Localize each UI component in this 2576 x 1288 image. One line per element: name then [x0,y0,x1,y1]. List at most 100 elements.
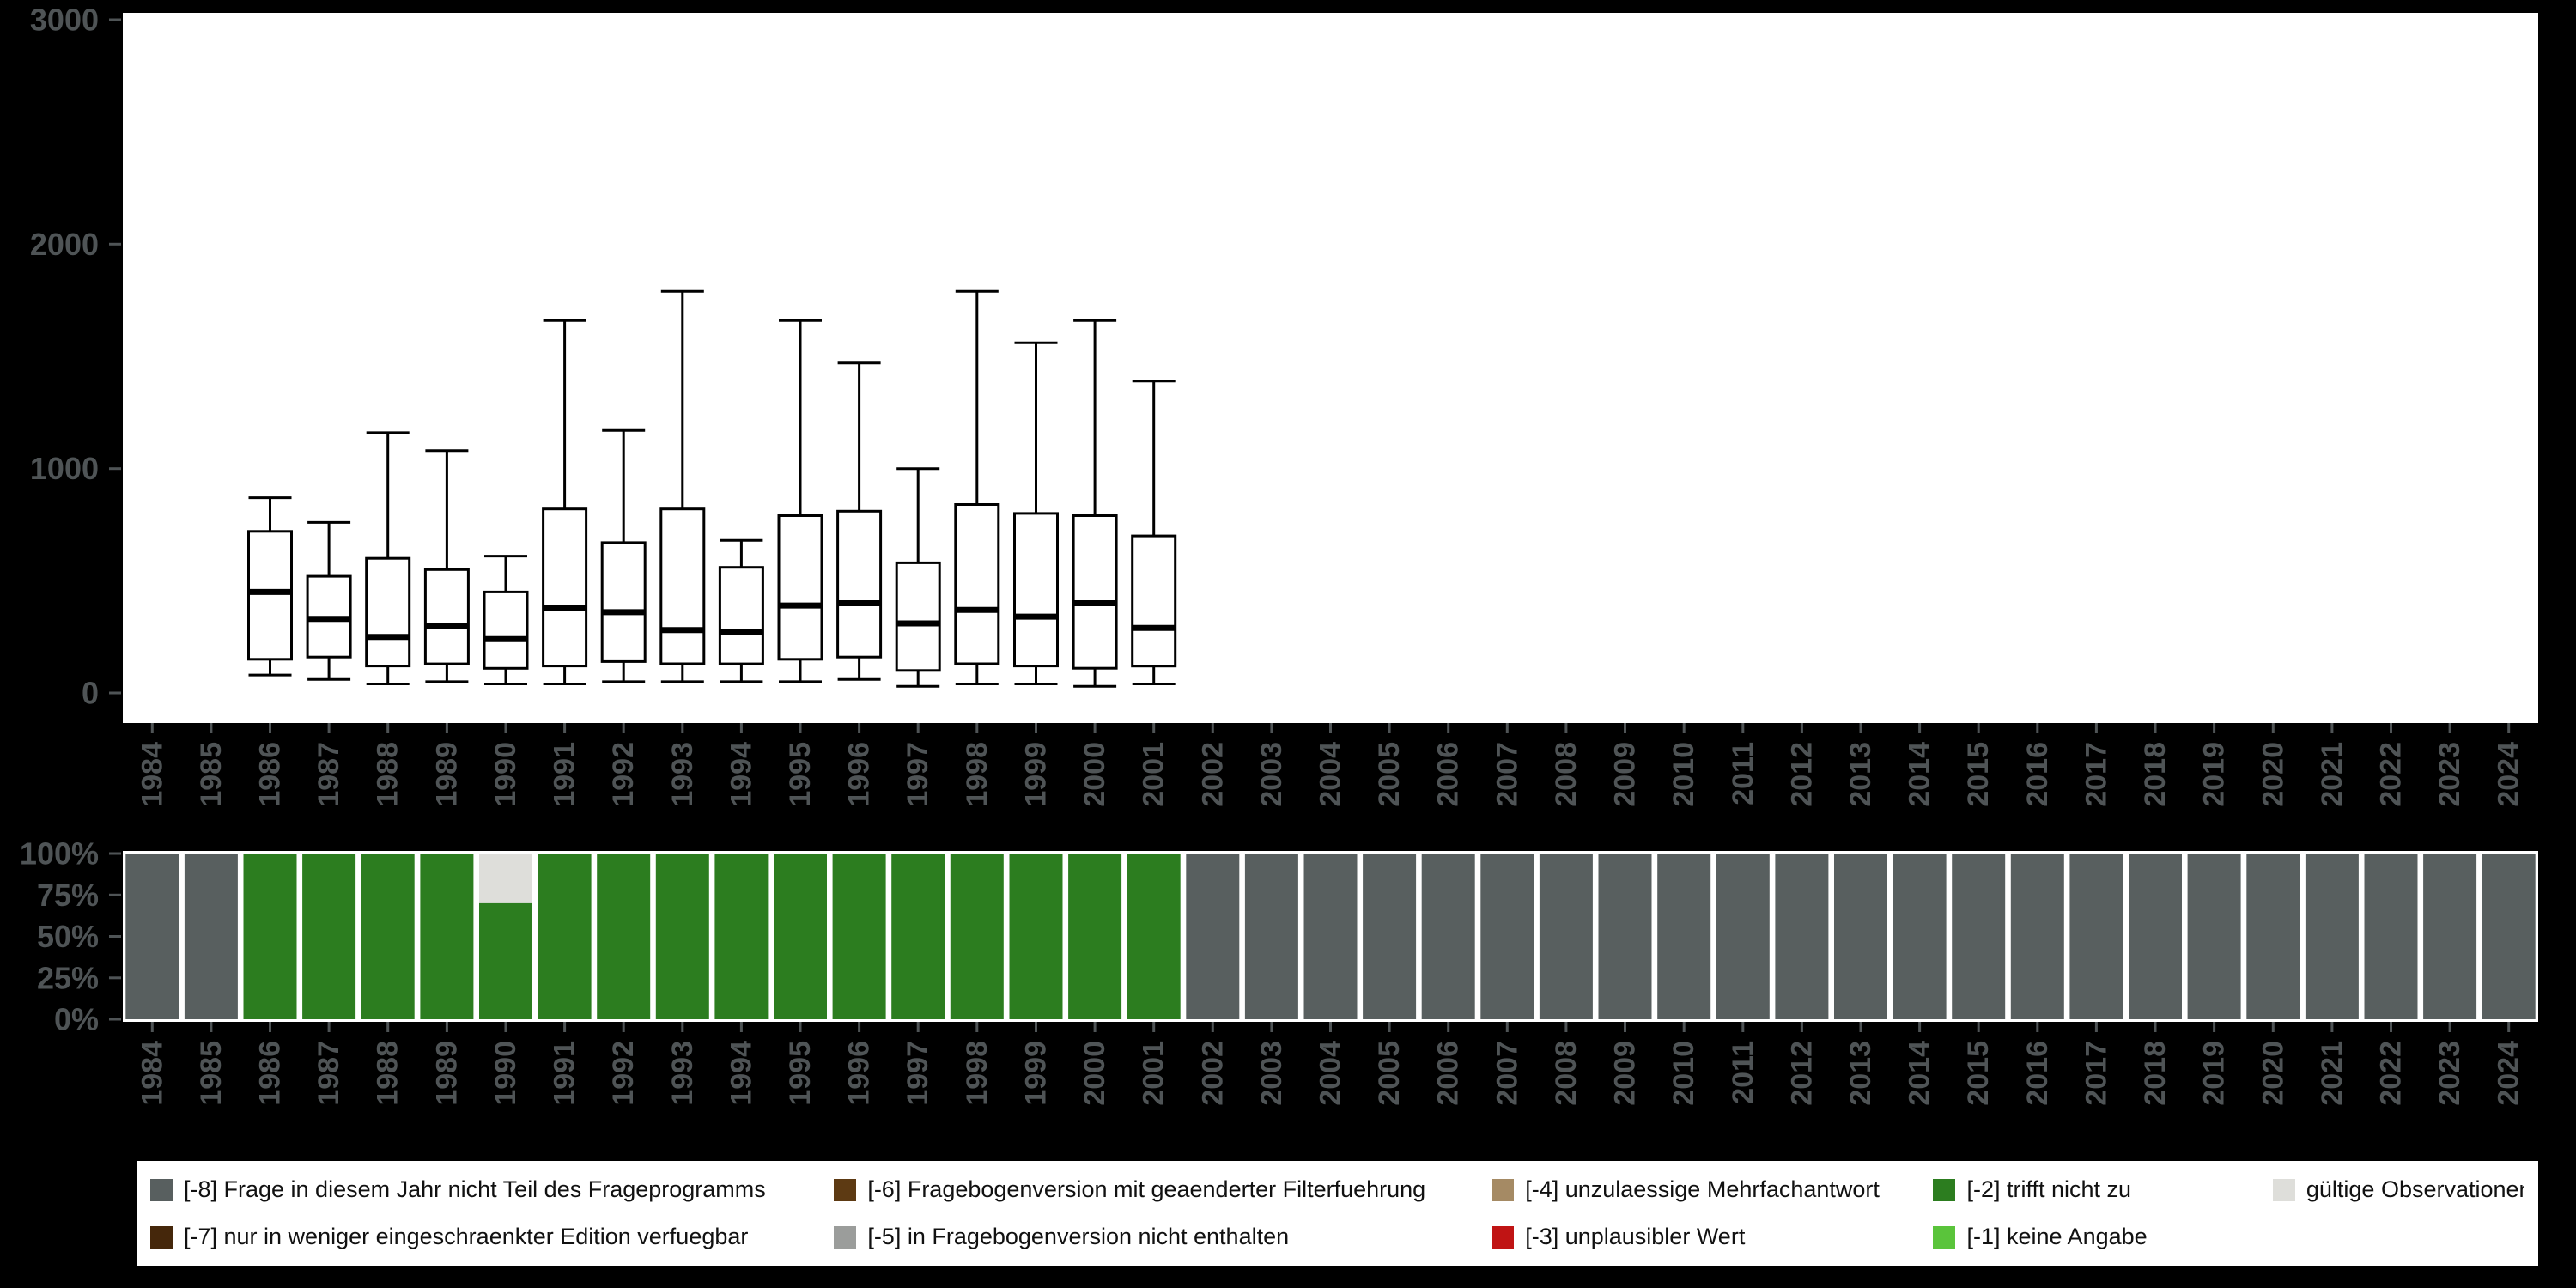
bar-2019 [2187,854,2241,1019]
bar-segment-m8 [2246,854,2300,1019]
bar-segment-m8 [2364,854,2418,1019]
percent-panel: 100% 75% 50% 25% 0% 1984 1985 1986 1987 1988 1989 1… [20,836,2538,1106]
boxplot-2000 [1072,319,1118,688]
legend-swatch-icon [150,1178,173,1201]
bar-segment-m8 [1186,854,1240,1019]
x-tick-label: 1990 [489,742,522,807]
y-tick-label: 100% [20,836,99,872]
x-tick-label: 2019 [2198,742,2231,807]
bar-segment-m8 [1363,854,1417,1019]
x-tick-label: 1992 [607,1041,640,1106]
x-tick-label: 1996 [843,742,876,807]
bar-segment-m2 [891,854,945,1019]
bar-1991 [538,854,592,1019]
y-tick-label: 0 [82,676,99,711]
legend-item-m6: [-6] Fragebogenversion mit geaenderter F… [834,1176,1492,1203]
bar-2012 [1775,854,1829,1019]
bar-segment-m8 [1775,854,1829,1019]
x-tick-label: 2015 [1962,742,1995,807]
y-tick-label: 3000 [30,3,99,38]
legend-swatch-icon [834,1225,857,1249]
boxplot-panel: 0 1000 2000 3000 1984 1985 1986 1987 1988 1989 199… [30,3,2538,807]
x-tick-label: 2016 [2021,742,2054,807]
bar-segment-m8 [2187,854,2241,1019]
boxplot-1994 [718,538,764,683]
x-tick-label: 2013 [1844,1041,1877,1106]
bar-segment-m8 [2010,854,2064,1019]
legend-item-m1: [-1] keine Angabe [1933,1224,2272,1250]
x-tick-label: 2012 [1785,742,1818,807]
bar-2004 [1303,854,1358,1019]
bar-1987 [302,854,356,1019]
bar-segment-m2 [1127,854,1181,1019]
x-tick-label: 2003 [1255,742,1288,807]
bar-2000 [1068,854,1122,1019]
bar-1990 [479,854,532,1019]
x-tick-label: 1993 [666,742,699,807]
bar-2011 [1716,854,1770,1019]
bar-2017 [2069,854,2123,1019]
x-tick-label: 2018 [2139,742,2172,807]
bar-segment-m2 [714,854,769,1019]
bar-segment-m8 [1716,854,1770,1019]
bar-2022 [2364,854,2418,1019]
x-tick-label: 1986 [254,742,287,807]
legend-label: [-5] in Fragebogenversion nicht enthalte… [867,1224,1290,1249]
bar-segment-m2 [1068,854,1122,1019]
x-tick-label: 2020 [2257,742,2289,807]
bar-2016 [2010,854,2064,1019]
legend-label: [-3] unplausibler Wert [1525,1224,1746,1249]
x-tick-label: 2009 [1609,1041,1642,1106]
bar-segment-m8 [1657,854,1711,1019]
legend-label: [-2] trifft nicht zu [1966,1176,2132,1202]
bar-2020 [2246,854,2300,1019]
legend-swatch-icon [1492,1178,1515,1201]
bar-segment-m8 [1834,854,1887,1019]
y-tick-label: 50% [37,919,99,954]
x-tick-label: 1988 [372,742,404,807]
x-tick-label: 1998 [961,1041,993,1106]
y-tick-label: 75% [37,878,99,913]
bar-segment-m2 [302,854,356,1019]
bar-segment-m8 [2129,854,2182,1019]
boxplot-1988 [365,431,411,685]
bar-2003 [1244,854,1298,1019]
bar-segment-m2 [420,854,474,1019]
x-tick-label: 2000 [1078,742,1111,807]
bar-2010 [1657,854,1711,1019]
x-tick-label: 2014 [1904,1041,1936,1106]
legend-swatch-icon [1933,1178,1956,1201]
bar-segment-m8 [184,854,238,1019]
bar-1998 [950,854,1004,1019]
bar-segment-m8 [1480,854,1534,1019]
bar-1999 [1009,854,1063,1019]
bar-segment-m8 [2305,854,2359,1019]
x-tick-label: 1994 [725,742,757,807]
legend-swatch-icon [2272,1178,2295,1201]
legend-label: [-6] Fragebogenversion mit geaenderter F… [867,1176,1426,1202]
x-tick-label: 2022 [2375,742,2408,807]
x-tick-label: 2024 [2493,742,2525,807]
x-tick-label: 1990 [489,1041,522,1106]
x-tick-label: 1993 [666,1041,699,1106]
bar-2006 [1421,854,1475,1019]
bar-2014 [1893,854,1947,1019]
bar-segment-m2 [655,854,709,1019]
boxplot-1997 [895,467,941,688]
bar-2024 [2482,854,2536,1019]
x-tick-label: 2024 [2493,1041,2525,1106]
x-tick-label: 2012 [1785,1041,1818,1106]
x-tick-label: 2017 [2080,742,2112,807]
boxplot-1987 [306,520,352,681]
bar-2008 [1539,854,1593,1019]
y-tick-label: 1000 [30,451,99,486]
bar-1996 [832,854,886,1019]
x-tick-label: 1987 [313,1041,345,1106]
legend-swatch-icon [150,1225,173,1249]
bar-2015 [1952,854,2006,1019]
x-tick-label: 1991 [549,742,581,807]
boxplot-1999 [1013,341,1059,685]
boxplot-1992 [600,428,647,683]
bar-segment-valid [479,854,532,903]
bar-2021 [2305,854,2359,1019]
